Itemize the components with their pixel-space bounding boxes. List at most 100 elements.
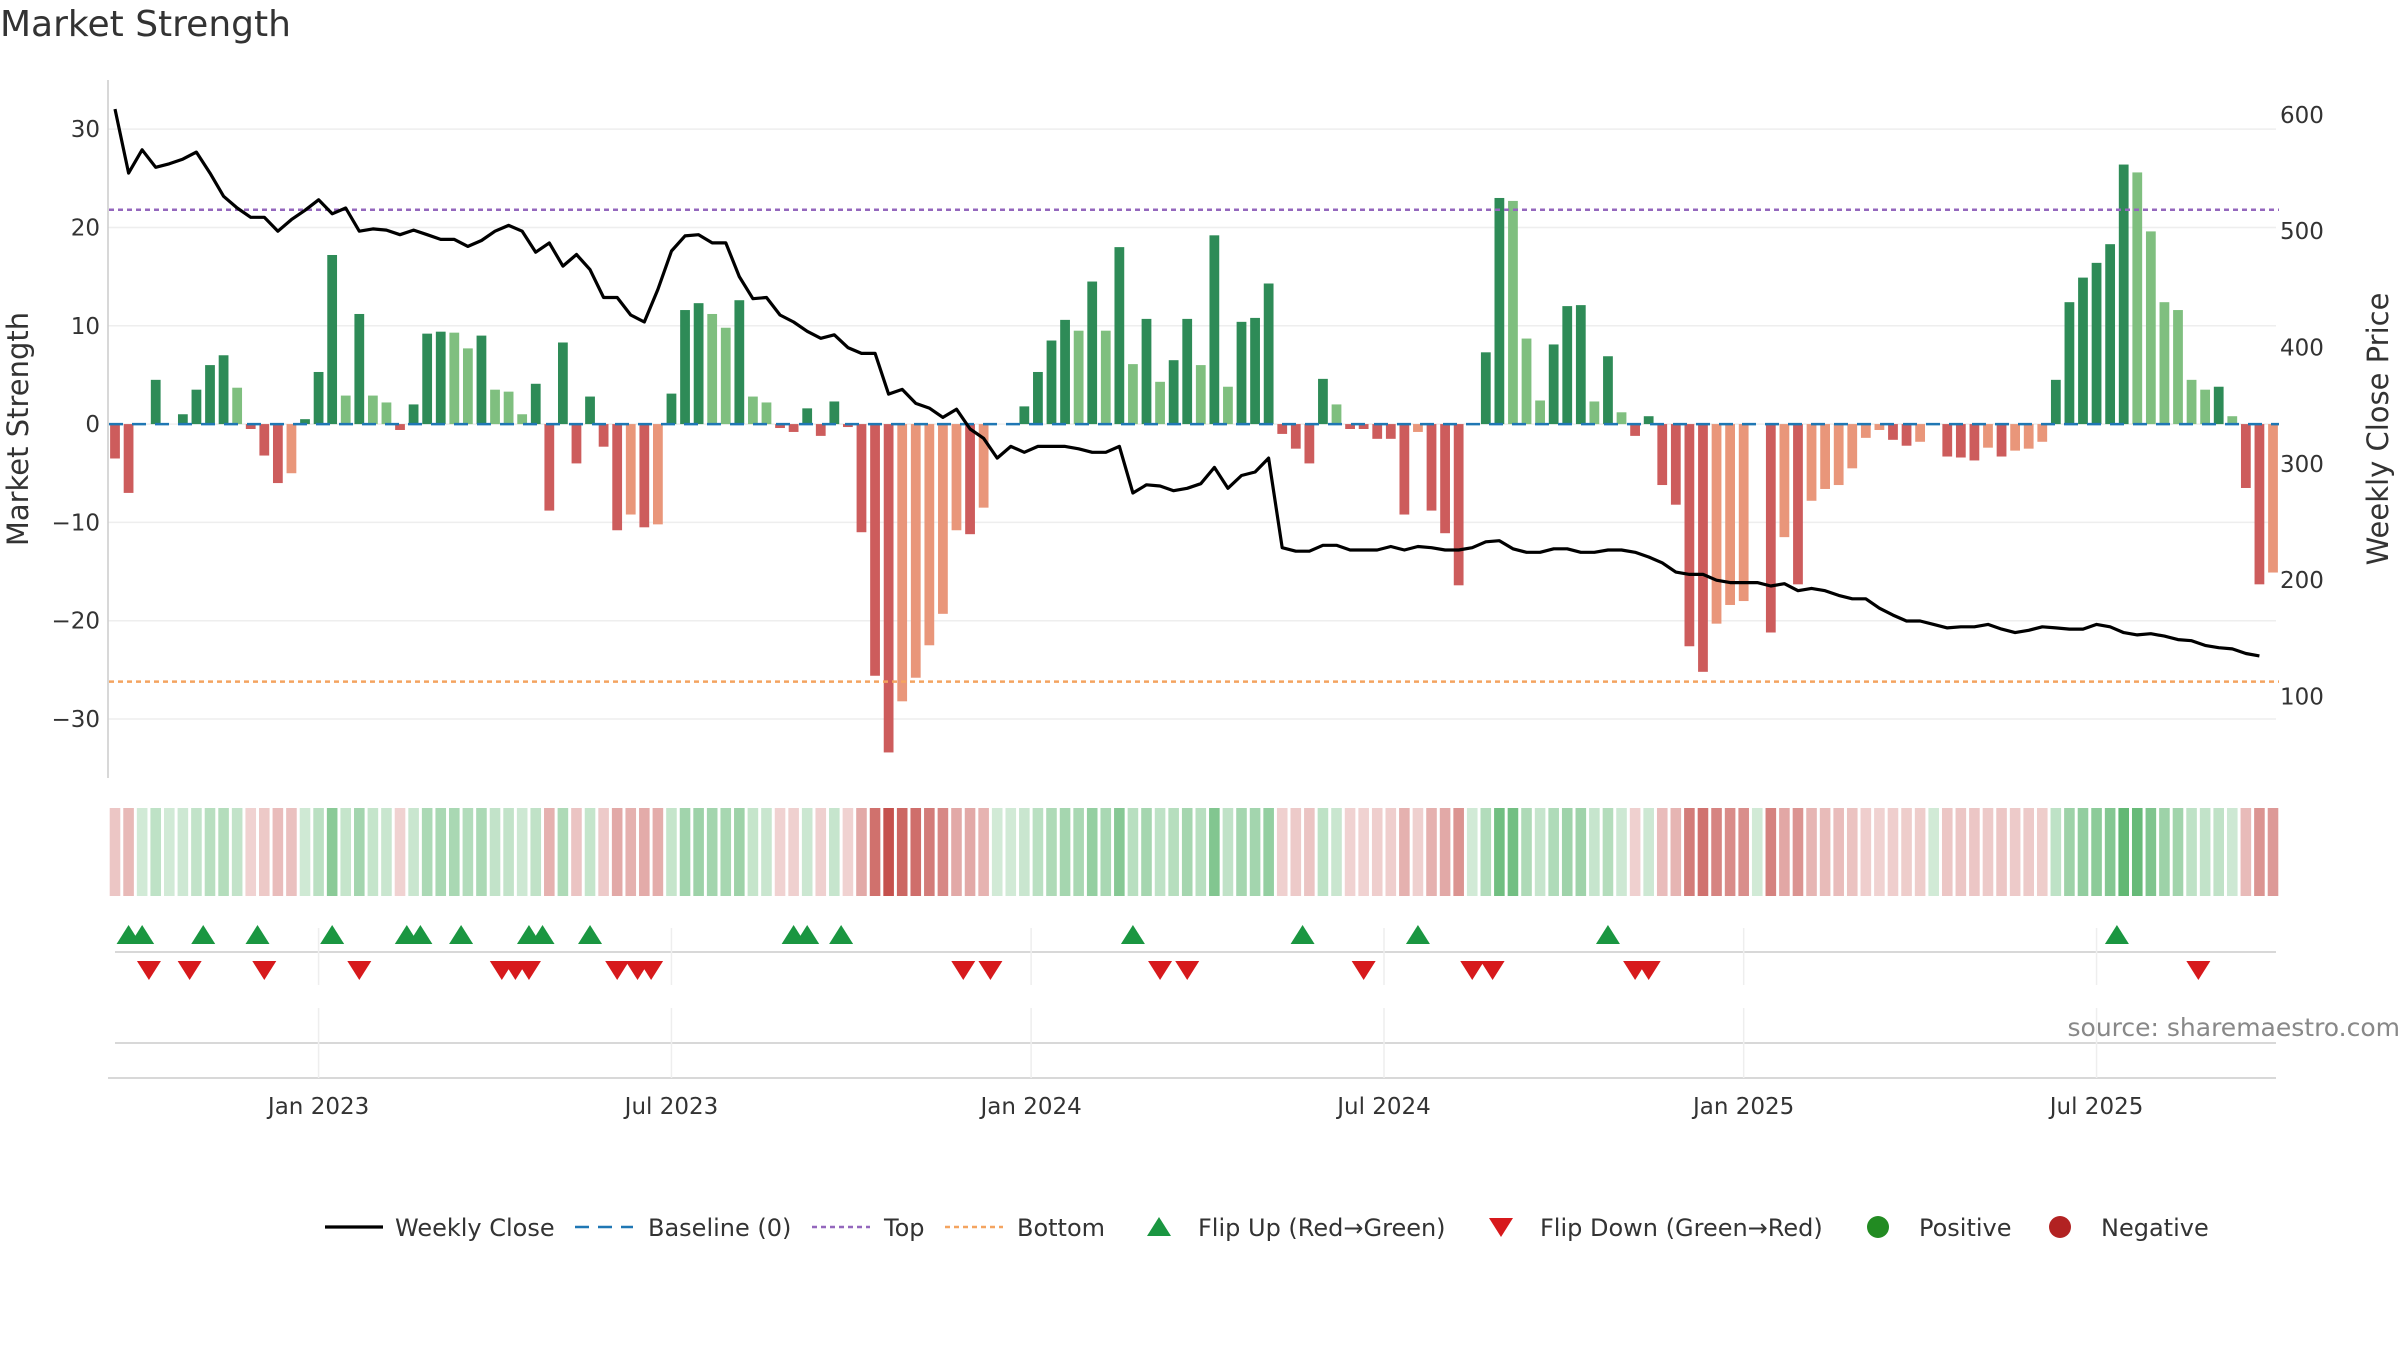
heat-cell (1385, 808, 1397, 896)
heat-cell (1426, 808, 1437, 896)
strength-bar (1698, 424, 1708, 672)
left-tick-label: −30 (51, 707, 100, 733)
strength-bar (1643, 416, 1654, 425)
strength-bar (1453, 424, 1464, 586)
strength-bar (1589, 401, 1600, 425)
y-axis-right-label: Weekly Close Price (2361, 293, 2395, 566)
flip-down-marker (605, 961, 630, 980)
legend-label: Negative (2101, 1214, 2209, 1242)
strength-bar (1250, 317, 1260, 425)
strength-bar (2023, 424, 2034, 449)
heat-cell (1711, 808, 1722, 896)
source-note: source: sharemaestro.com (2067, 1013, 2400, 1042)
heat-cell (1887, 808, 1899, 896)
heat-cell (842, 808, 854, 896)
flip-up-marker (245, 925, 270, 944)
heat-cell (1575, 808, 1587, 896)
strength-bar (1562, 306, 1573, 425)
strength-bar (232, 387, 243, 425)
strength-bar (272, 424, 283, 484)
strength-bar (1983, 424, 1993, 448)
heat-cell (340, 808, 352, 896)
flip-up-marker (1595, 925, 1620, 944)
heat-cell (937, 808, 949, 896)
heat-cell (1941, 808, 1953, 896)
flip-up-marker (408, 925, 433, 944)
x-tick-label: Jul 2025 (2048, 1094, 2144, 1120)
heat-cell (1222, 808, 1234, 896)
heat-cell (136, 808, 148, 896)
strength-bar (883, 424, 894, 753)
heat-cell (1412, 808, 1424, 896)
heat-cell (1670, 808, 1682, 896)
strength-bar (1901, 424, 1912, 446)
heat-cell (381, 808, 392, 896)
flip-down-marker (978, 961, 1003, 980)
strength-bar (1575, 305, 1586, 425)
heat-cell (503, 808, 514, 896)
flip-up-marker (1405, 925, 1430, 944)
flip-up-marker (1290, 925, 1315, 944)
strength-bar (802, 408, 813, 425)
strength-bar (1508, 200, 1518, 425)
strength-bar (449, 332, 460, 425)
strength-bar (2064, 302, 2075, 425)
strength-bar (1888, 424, 1898, 440)
heat-cell (666, 808, 677, 896)
strength-bar (313, 371, 324, 425)
chart-title: Market Strength (0, 4, 291, 45)
heat-cell (1819, 808, 1831, 896)
heat-cell (204, 808, 216, 896)
strength-bar (1915, 424, 1926, 442)
strength-bar (720, 327, 731, 425)
strength-bar (300, 419, 310, 425)
right-tick-label: 600 (2280, 103, 2324, 129)
heat-cell (2145, 808, 2157, 896)
heat-cell (1548, 808, 1559, 896)
strength-bar (1155, 381, 1165, 425)
strength-bar (354, 313, 365, 425)
legend-item-flip_down: Flip Down (Green→Red) (1489, 1214, 1823, 1242)
strength-bar (2050, 379, 2061, 425)
heat-cell (2023, 808, 2034, 896)
heat-cell (435, 808, 447, 896)
flip-down-marker (1175, 961, 1200, 980)
strength-bar (1046, 340, 1057, 425)
strength-bar (1182, 318, 1193, 425)
legend-label: Positive (1919, 1214, 2012, 1242)
strength-bars (110, 164, 2278, 753)
legend-item-baseline: Baseline (0) (575, 1214, 791, 1242)
strength-bar (1847, 424, 1858, 469)
strength-bar (1955, 424, 1966, 458)
heat-cell (2226, 808, 2238, 896)
heat-cell (896, 808, 908, 896)
heat-cell (1656, 808, 1668, 896)
flip-down-marker (639, 961, 664, 980)
heat-cell (815, 808, 827, 896)
strength-bar (2037, 424, 2048, 442)
strength-bar (1603, 356, 1613, 425)
strength-bar (367, 395, 378, 425)
strength-bar (924, 424, 935, 646)
strength-bar (1535, 400, 1545, 425)
strength-bar (870, 424, 880, 676)
heat-cell (1955, 808, 1967, 896)
heat-cell (1304, 808, 1315, 896)
strength-bar (150, 379, 161, 425)
strength-bar (205, 365, 215, 425)
flip-down-marker (177, 961, 202, 980)
strength-bar (693, 303, 704, 425)
left-tick-label: 0 (85, 412, 100, 438)
heat-cell (123, 808, 134, 896)
strength-bar (1060, 319, 1070, 425)
heat-cell (1751, 808, 1763, 896)
strength-bar (1548, 344, 1559, 425)
flip-up-marker (829, 925, 854, 944)
heat-cell (734, 808, 745, 896)
strength-bar (571, 424, 582, 464)
heat-cell (1127, 808, 1139, 896)
strength-bar (340, 395, 351, 425)
strength-bar (462, 348, 473, 425)
heat-cell (2267, 808, 2279, 896)
heat-cell (720, 808, 732, 896)
